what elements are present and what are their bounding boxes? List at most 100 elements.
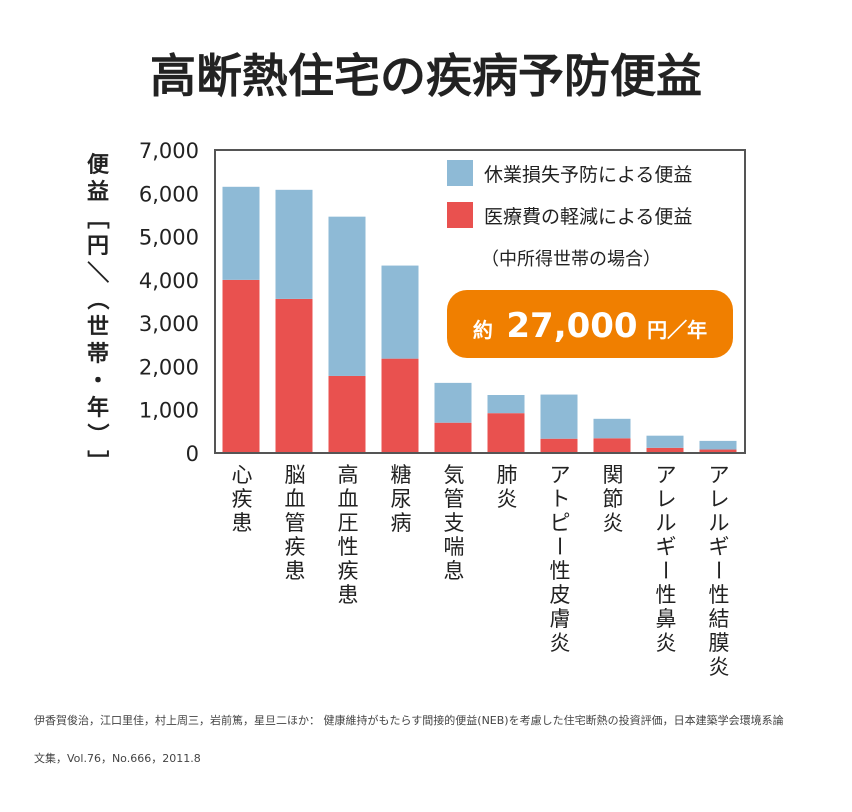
x-tick-label-char: 血 (285, 487, 306, 511)
citation-line-2: 文集，Vol.76，No.666，2011.8 (34, 752, 201, 765)
bar-medical-0 (222, 279, 260, 453)
legend-note: （中所得世帯の場合） (481, 249, 661, 270)
x-tick-label-char: 疾 (285, 535, 306, 559)
bar-absence-4 (434, 382, 472, 423)
chart-title: 高断熱住宅の疾病予防便益 (150, 49, 702, 103)
x-tick-label-char: 高 (338, 463, 359, 487)
y-axis-label-char: ［ (84, 207, 110, 229)
x-tick-label-char: 血 (338, 487, 359, 511)
x-tick-label-char: ー (653, 560, 677, 581)
x-tick-label-char: 管 (444, 487, 465, 511)
x-tick-label-char: 心 (232, 463, 253, 487)
x-tick-label-char: 患 (232, 511, 253, 535)
x-tick-label-char: 膜 (709, 631, 730, 655)
x-tick-label-char: 疾 (232, 487, 253, 511)
bar-absence-5 (487, 394, 525, 414)
x-tick-label-char: 尿 (391, 487, 412, 511)
x-tick-label-char: 糖 (391, 463, 412, 487)
y-axis-label-char: 帯 (87, 341, 109, 367)
x-tick-label-char: 疾 (338, 559, 359, 583)
y-tick-label: 6,000 (139, 182, 199, 206)
bar-absence-1 (275, 189, 313, 299)
bar-absence-7 (593, 418, 631, 439)
highlight-prefix: 約 (473, 318, 493, 342)
highlight-value: 27,000 (506, 306, 637, 346)
x-tick-label-char: 性 (550, 559, 571, 583)
bar-absence-0 (222, 186, 260, 280)
y-axis-label-char: 年 (87, 395, 109, 421)
y-tick-label: 3,000 (139, 312, 199, 336)
x-tick-label-char: ル (656, 511, 677, 535)
x-tick-label-char: ア (550, 463, 571, 487)
y-tick-label: 0 (186, 442, 199, 466)
y-axis-label-group: 便益［ 円／ （ 世帯・年） ］ (84, 153, 110, 472)
x-axis-labels: 心疾患脳血管疾患高血圧性疾患糖尿病気管支喘息肺炎アトピー性皮膚炎関節炎アレルギー… (232, 463, 731, 679)
bar-absence-6 (540, 394, 578, 439)
y-axis-label-char: （ (84, 288, 109, 310)
x-tick-label-char: ア (709, 463, 730, 487)
x-tick-label-char: ア (656, 463, 677, 487)
y-axis-label-char: 円 (87, 234, 109, 259)
bar-medical-3 (381, 358, 419, 453)
x-tick-label-char: 病 (391, 511, 412, 535)
x-tick-label-char: 節 (603, 487, 624, 511)
x-tick-label-char: 息 (444, 559, 465, 583)
bar-medical-7 (593, 438, 631, 453)
y-axis-ticks: 0 1,000 2,000 3,000 4,000 5,000 6,000 7,000 (139, 139, 199, 466)
x-tick-label-char: 鼻 (656, 607, 677, 631)
bar-absence-9 (699, 440, 737, 450)
x-tick-label-char: 管 (285, 511, 306, 535)
x-tick-label-char: ー (547, 536, 571, 557)
y-axis-label-char: ／ (84, 261, 109, 283)
x-tick-label-char: 支 (444, 511, 465, 535)
x-tick-label-char: ル (709, 511, 730, 535)
x-tick-label-char: 炎 (497, 487, 518, 511)
x-tick-label-char: 性 (338, 535, 359, 559)
bar-medical-5 (487, 413, 525, 453)
x-tick-label-char: レ (656, 487, 677, 511)
x-tick-label-char: 喘 (444, 535, 465, 559)
x-tick-label-char: ギ (709, 535, 730, 559)
y-axis-label-char: 便 (87, 153, 110, 178)
legend-label-blue: 休業損失予防による便益 (484, 164, 692, 186)
x-tick-label-char: 膚 (550, 607, 571, 631)
x-tick-label-char: 炎 (656, 631, 677, 655)
x-tick-label-char: 気 (444, 463, 465, 487)
bar-absence-8 (646, 435, 684, 448)
x-tick-label-char: ピ (550, 511, 571, 535)
y-tick-label: 7,000 (139, 139, 199, 163)
y-axis-label-char: 世 (87, 315, 109, 340)
y-axis-label-char: ） (84, 423, 109, 445)
x-tick-label-char: 性 (709, 583, 730, 607)
bar-medical-4 (434, 422, 472, 453)
legend-swatch-red (447, 202, 473, 228)
citation-line-1: 伊香賀俊治，江口里佳，村上周三，岩前篤，星旦二ほか： 健康維持がもたらす間接的便… (34, 714, 784, 727)
x-tick-label-char: 圧 (338, 511, 359, 535)
legend: 休業損失予防による便益 医療費の軽減による便益 （中所得世帯の場合） (447, 160, 692, 270)
x-tick-label-char: 患 (285, 559, 306, 583)
highlight-badge: 約 27,000 円／年 (447, 290, 733, 358)
x-tick-label-char: 関 (603, 463, 624, 487)
bars (222, 186, 737, 453)
y-axis-label-char: ・ (87, 369, 109, 394)
x-tick-label-char: 脳 (285, 463, 306, 487)
x-tick-label-char: ギ (656, 535, 677, 559)
highlight-background (447, 290, 733, 358)
y-tick-label: 1,000 (139, 399, 199, 423)
highlight-text: 約 27,000 円／年 (473, 306, 707, 346)
x-tick-label-char: 炎 (603, 511, 624, 535)
bar-absence-3 (381, 265, 419, 359)
x-tick-label-char: 肺 (497, 463, 518, 487)
x-tick-label-char: 炎 (550, 631, 571, 655)
bar-medical-6 (540, 438, 578, 453)
y-tick-label: 2,000 (139, 355, 199, 379)
x-tick-label-char: ー (706, 560, 730, 581)
bar-medical-2 (328, 375, 366, 453)
bar-medical-8 (646, 447, 684, 453)
legend-swatch-blue (447, 160, 473, 186)
plot-frame (214, 149, 746, 454)
x-tick-label-char: 患 (338, 583, 359, 607)
chart-svg: 高断熱住宅の疾病予防便益 便益［ 円／ （ 世帯・年） ］ 0 1,000 2,000 3,0… (84, 49, 746, 679)
bar-medical-1 (275, 298, 313, 453)
